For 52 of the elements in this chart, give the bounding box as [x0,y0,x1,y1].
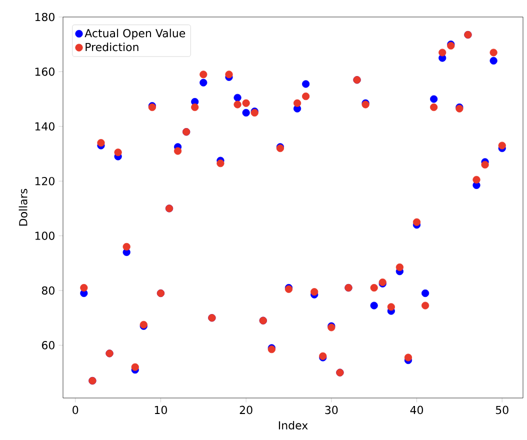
point [412,218,421,226]
y-tick-label: 120 [35,176,54,186]
point [242,108,250,117]
x-tick-label: 10 [154,406,167,414]
x-tick-label: 30 [325,406,338,414]
point [430,103,438,112]
point [302,80,310,88]
y-axis-title: Dollars [18,188,28,226]
point [481,160,489,168]
point [430,95,438,103]
point [490,56,498,65]
point [498,142,506,150]
point [293,99,302,107]
point [421,289,430,298]
point [200,70,208,78]
point [242,99,250,107]
point [234,100,242,108]
point [234,94,242,102]
point [404,354,412,362]
y-tick-label: 80 [42,286,54,295]
y-tick-label: 180 [35,12,54,22]
point [80,284,88,292]
y-tick-label: 160 [35,68,54,76]
point [370,302,378,310]
y-tick-label: 140 [35,122,54,131]
x-tick-label: 20 [240,406,252,414]
point [472,176,480,184]
point [225,70,233,78]
x-tick-label: 0 [72,406,78,414]
point [114,148,122,156]
point [310,288,318,296]
point [200,78,208,86]
y-tick-label: 100 [35,232,54,240]
legend-label: Prediction [86,42,138,52]
legend-label: Actual Open Value [84,28,186,40]
x-axis-title: Index [278,420,308,430]
point [216,160,224,168]
point [490,48,498,56]
x-tick-label: 40 [410,406,424,414]
y-tick-label: 60 [42,341,54,350]
x-tick-label: 50 [496,406,508,414]
point [438,48,446,56]
point [174,147,182,155]
point [421,302,430,310]
point [370,284,378,292]
point [387,303,395,311]
point [97,139,105,147]
point [396,263,404,272]
point [191,103,199,112]
point [122,242,130,251]
point [302,92,310,100]
point [131,363,139,371]
